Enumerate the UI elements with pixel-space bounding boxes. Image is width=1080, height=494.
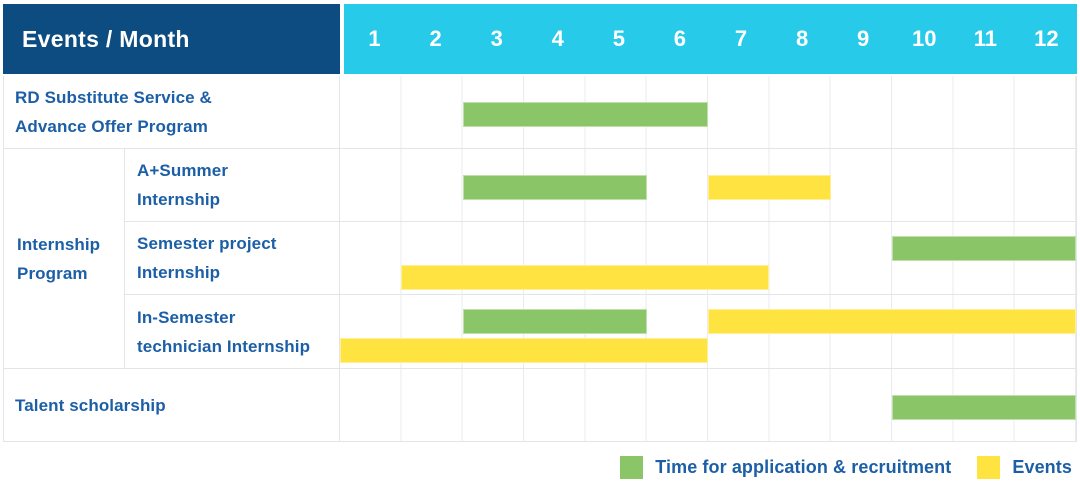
- row-chart-area: [340, 369, 1076, 441]
- month-label-12: 12: [1034, 26, 1059, 51]
- month-label-11: 11: [973, 26, 997, 51]
- header-gap: [340, 4, 344, 74]
- month-label-2: 2: [429, 26, 442, 51]
- gantt-row: Talent scholarship: [4, 369, 1076, 442]
- row-chart-area: [340, 76, 1076, 148]
- row-chart-area: [340, 295, 1076, 368]
- month-label-10: 10: [912, 26, 937, 51]
- sub-row-label: A+Summer Internship: [125, 149, 340, 221]
- month-label-4: 4: [551, 26, 564, 51]
- gantt-bar-application: [462, 309, 647, 334]
- sub-row-label-text: A+Summer Internship: [137, 161, 229, 209]
- gantt-bar-event: [708, 309, 1076, 334]
- group-subrows: A+Summer Internship Semester project Inte…: [125, 149, 1076, 368]
- sub-row-label-text: In-Semester technician Internship: [137, 307, 311, 356]
- sub-row-label: Semester project Internship: [125, 222, 340, 294]
- header-title-cell: Events / Month: [3, 4, 340, 74]
- legend: Time for application & recruitment Events: [620, 456, 1072, 479]
- month-label-3: 3: [490, 26, 503, 51]
- month-label-9: 9: [857, 26, 870, 51]
- gantt-bar-event: [708, 175, 831, 200]
- row-chart-area: [340, 222, 1076, 294]
- gantt-bar-event: [340, 338, 708, 363]
- legend-item-event: Events: [977, 456, 1072, 479]
- legend-label-event: Events: [1012, 457, 1072, 477]
- row-label: RD Substitute Service & Advance Offer Pr…: [4, 76, 340, 148]
- row-chart-area: [340, 149, 1076, 221]
- month-label-6: 6: [673, 26, 687, 51]
- sub-row-label-text: Semester project Internship: [137, 234, 277, 282]
- legend-item-application: Time for application & recruitment: [620, 456, 951, 479]
- header-month-row: 1 2 3 4 5 6 7 8 9 10 11 12: [344, 4, 1077, 74]
- gantt-bar-application: [892, 395, 1076, 420]
- gantt-row-group: Internship Program A+Summer Internship Sem…: [4, 149, 1076, 369]
- row-label-text: RD Substitute Service & Advance Offer Pr…: [15, 88, 212, 136]
- group-label: Internship Program: [4, 149, 125, 368]
- row-label-text: Talent scholarship: [15, 395, 166, 415]
- gantt-subrow: In-Semester technician Internship: [125, 295, 1076, 368]
- table-header: Events / Month 1 2 3 4 5 6 7 8 9 10 11 12: [3, 4, 1077, 74]
- gantt-bar-application: [892, 236, 1076, 261]
- gantt-bar-application: [462, 175, 647, 200]
- legend-label-application: Time for application & recruitment: [655, 457, 952, 477]
- gantt-bar-application: [462, 102, 708, 127]
- gantt-subrow: Semester project Internship: [125, 222, 1076, 295]
- sub-row-label: In-Semester technician Internship: [125, 295, 340, 368]
- group-label-text: Internship Program: [17, 234, 101, 283]
- legend-swatch-event: [977, 456, 1001, 479]
- legend-swatch-application: [620, 456, 644, 479]
- month-label-7: 7: [734, 26, 748, 51]
- gantt-bar-event: [401, 265, 770, 290]
- row-label: Talent scholarship: [4, 369, 340, 441]
- month-label-8: 8: [795, 26, 809, 51]
- month-label-1: 1: [368, 26, 381, 51]
- gantt-body: RD Substitute Service & Advance Offer Pr…: [3, 76, 1077, 442]
- header-title: Events / Month: [22, 25, 190, 52]
- month-label-5: 5: [612, 26, 625, 51]
- gantt-subrow: A+Summer Internship: [125, 149, 1076, 222]
- gantt-row: RD Substitute Service & Advance Offer Pr…: [4, 76, 1076, 149]
- events-gantt-table: Events / Month 1 2 3 4 5 6 7 8 9 10 11 12 RD Substi…: [3, 4, 1077, 442]
